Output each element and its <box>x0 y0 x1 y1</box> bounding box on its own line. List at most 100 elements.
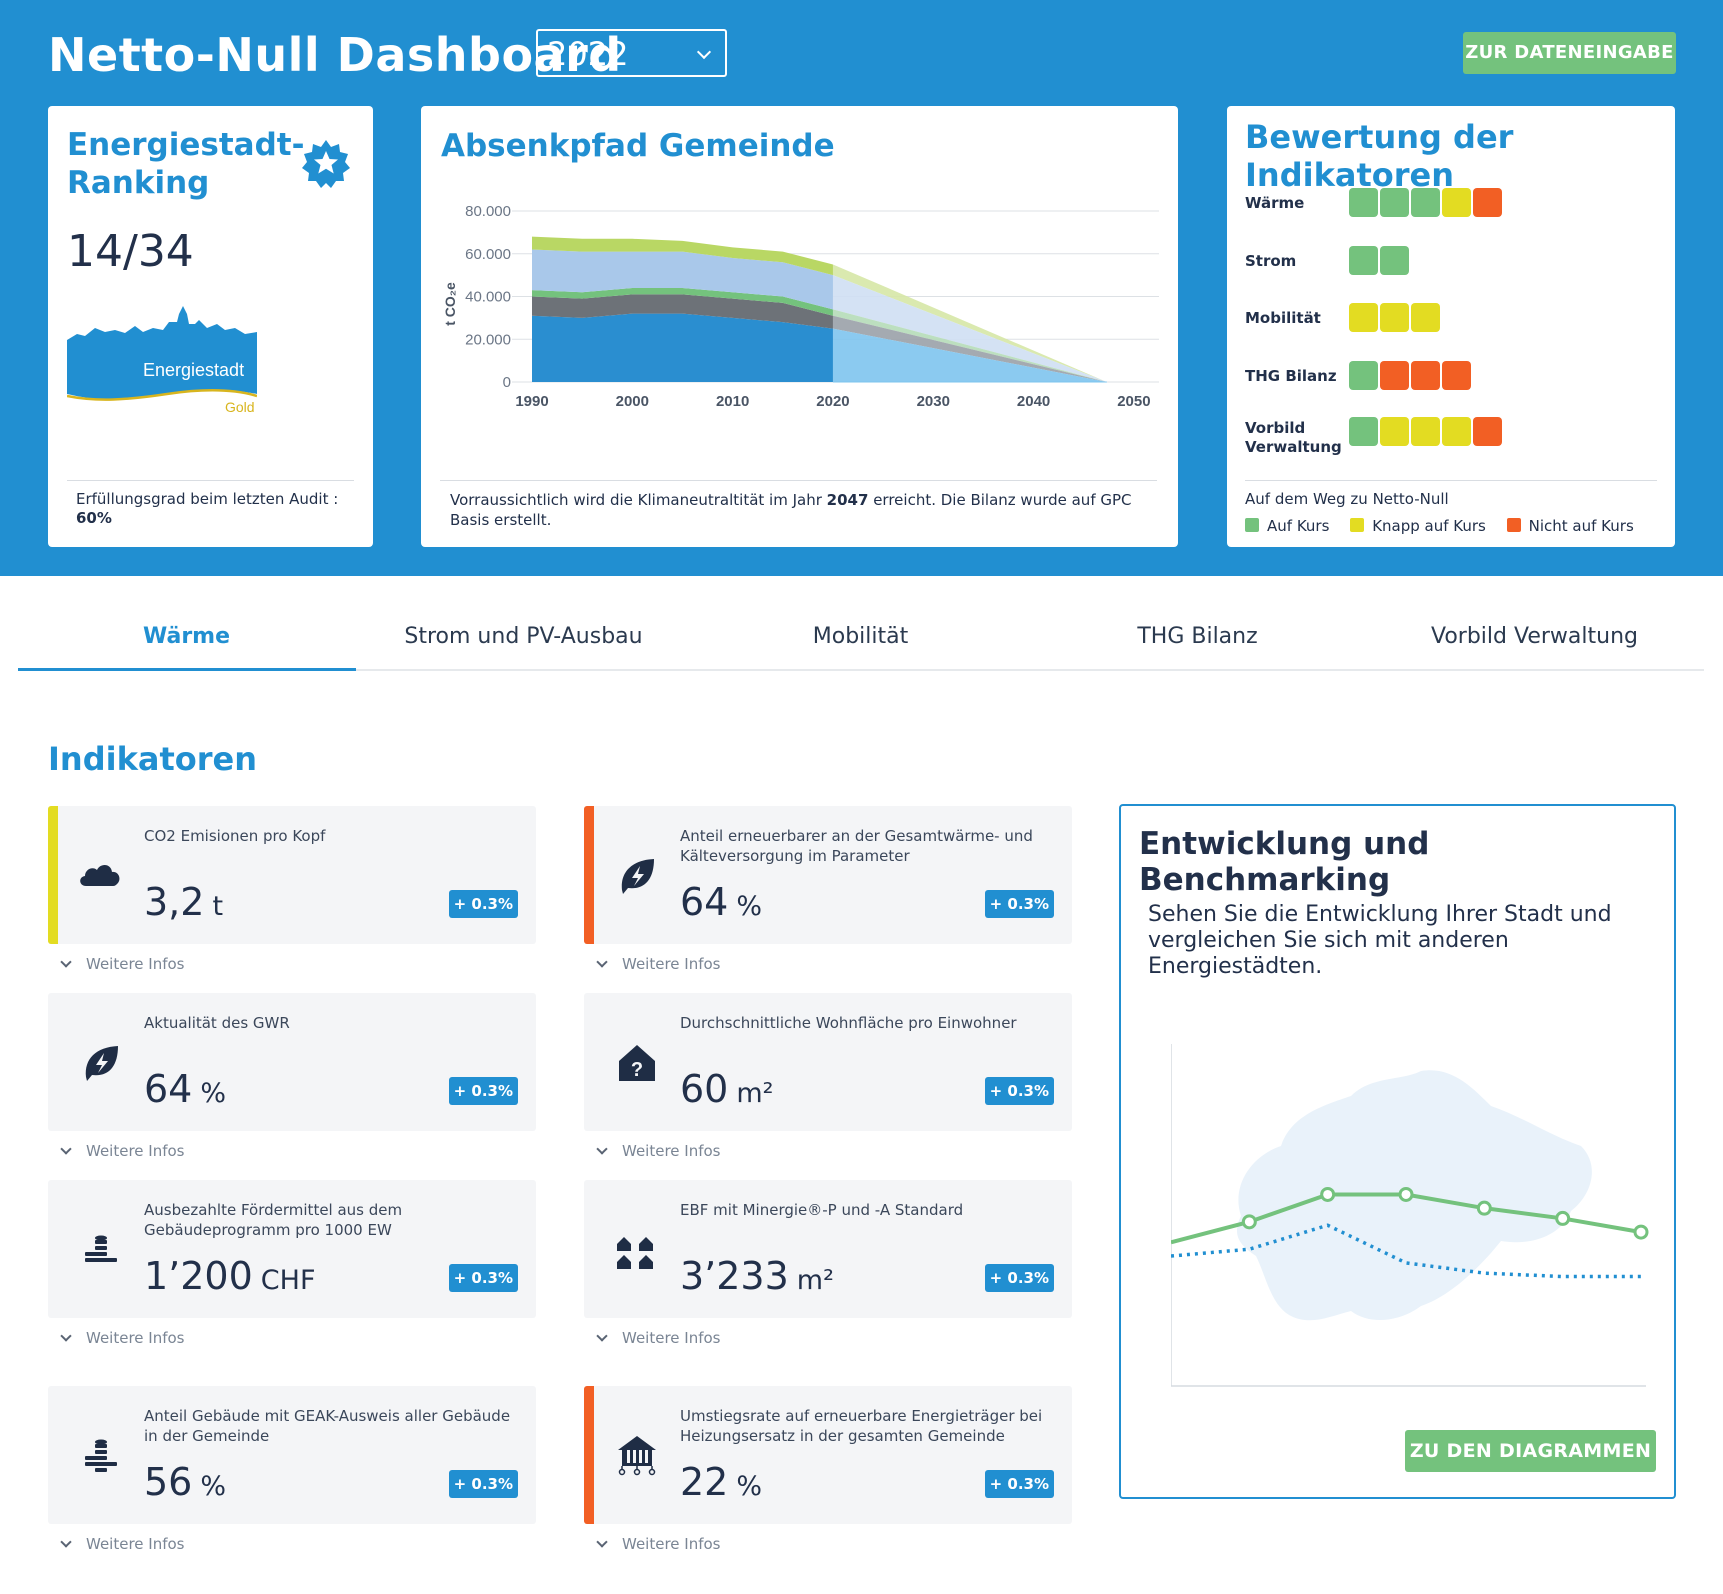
year-select[interactable]: 2022 <box>536 29 727 77</box>
chevron-down-icon <box>596 956 608 968</box>
indicator-value: 64% <box>680 880 762 924</box>
indicator-tile[interactable]: Umstiegsrate auf erneuerbare Energieträg… <box>584 1386 1072 1524</box>
indicator-tile[interactable]: Anteil Gebäude mit GEAK-Ausweis aller Ge… <box>48 1386 536 1524</box>
leaf-bolt-icon <box>621 859 654 894</box>
more-info-label: Weitere Infos <box>86 1535 185 1553</box>
indicator-tile[interactable]: Aktualität des GWR 64% + 0.3% <box>48 993 536 1131</box>
more-info-toggle[interactable]: Weitere Infos <box>48 1142 185 1160</box>
tab-vorbild-verwaltung[interactable]: Vorbild Verwaltung <box>1431 624 1638 649</box>
rating-box-orange <box>1473 188 1502 217</box>
ranking-title: Energiestadt-Ranking <box>67 127 305 201</box>
indicator-tile[interactable]: Ausbezahlte Fördermittel aus dem Gebäude… <box>48 1180 536 1318</box>
indicator-tile[interactable]: ? Durchschnittliche Wohnfläche pro Einwo… <box>584 993 1072 1131</box>
rating-row-vorbild: Vorbild Verwaltung <box>1245 417 1665 457</box>
trend-badge: + 0.3% <box>448 1264 518 1292</box>
rating-card: Bewertung der Indikatoren Wärme Strom Mo… <box>1227 106 1675 547</box>
rating-box-yellow <box>1411 417 1440 446</box>
more-info-toggle[interactable]: Weitere Infos <box>48 1535 185 1553</box>
heating-icon <box>618 1436 656 1476</box>
houses-icon <box>617 1237 653 1269</box>
path-chart-card: Absenkpfad Gemeinde 80.000 60.000 40.000 20… <box>421 106 1178 547</box>
more-info-toggle[interactable]: Weitere Infos <box>48 1329 185 1347</box>
value-unit: m² <box>796 1265 834 1296</box>
chevron-down-icon <box>60 1143 72 1155</box>
rating-boxes <box>1349 188 1504 221</box>
y-tick-label: 60.000 <box>465 246 511 263</box>
indicator-tile[interactable]: CO2 Emisionen pro Kopf 3,2 t + 0.3% <box>48 806 536 944</box>
rating-box-green <box>1380 246 1409 275</box>
status-bar <box>48 806 58 944</box>
hero-section: Netto-Null Dashboard 2022 ZUR DATENEINGA… <box>0 0 1723 576</box>
benchmark-point <box>1476 1200 1492 1216</box>
coins-icon <box>85 1235 117 1262</box>
rating-title: Bewertung der Indikatoren <box>1245 118 1514 194</box>
rating-box-orange <box>1380 361 1409 390</box>
benchmark-point <box>1241 1214 1257 1230</box>
value-number: 1’200 <box>144 1254 253 1298</box>
year-select-value: 2022 <box>547 35 629 73</box>
rating-box-orange <box>1411 361 1440 390</box>
more-info-toggle[interactable]: Weitere Infos <box>48 955 185 973</box>
value-unit: t <box>212 891 224 922</box>
indicators-heading: Indikatoren <box>48 740 257 778</box>
x-tick-label: 1990 <box>515 393 548 410</box>
rating-box-orange <box>1473 417 1502 446</box>
benchmark-title: Entwicklung und Benchmarking <box>1139 826 1430 898</box>
rating-label: Vorbild Verwaltung <box>1245 419 1342 456</box>
divider <box>67 480 354 481</box>
y-tick-label: 0 <box>503 374 511 391</box>
rating-box-green <box>1349 417 1378 446</box>
more-info-toggle[interactable]: Weitere Infos <box>584 1329 721 1347</box>
tab-mobilitaet[interactable]: Mobilität <box>812 624 909 649</box>
benchmark-point <box>1633 1224 1649 1240</box>
energiestadt-logo: Energiestadt Gold <box>67 306 257 415</box>
legend-swatch <box>1350 518 1365 532</box>
more-info-label: Weitere Infos <box>86 1142 185 1160</box>
more-info-label: Weitere Infos <box>622 1142 721 1160</box>
rating-row-waerme: Wärme <box>1245 188 1665 228</box>
house-question-icon: ? <box>619 1045 655 1081</box>
indicator-value: 3,2 t <box>144 880 223 924</box>
area-series-4 <box>532 249 833 310</box>
ranking-card: Energiestadt-Ranking 14/34 Energiestadt … <box>48 106 373 547</box>
legend-swatch <box>1506 518 1521 532</box>
legend-label: Auf Kurs <box>1267 517 1330 535</box>
tab-thg-bilanz[interactable]: THG Bilanz <box>1137 624 1258 649</box>
audit-label: Erfüllungsgrad beim letzten Audit : <box>76 490 339 508</box>
tab-waerme[interactable]: Wärme <box>142 624 231 649</box>
rating-box-green <box>1411 188 1440 217</box>
trend-badge: + 0.3% <box>984 1077 1054 1105</box>
more-info-label: Weitere Infos <box>86 1329 185 1347</box>
legend-title: Auf dem Weg zu Netto-Null <box>1245 490 1449 508</box>
chevron-down-icon <box>596 1143 608 1155</box>
more-info-toggle[interactable]: Weitere Infos <box>584 1142 721 1160</box>
more-info-toggle[interactable]: Weitere Infos <box>584 955 721 973</box>
chevron-down-icon <box>60 1330 72 1342</box>
tab-bar: Wärme Strom und PV-Ausbau Mobilität THG … <box>18 600 1704 671</box>
chevron-down-icon <box>60 956 72 968</box>
rating-label: Wärme <box>1245 194 1305 212</box>
indicator-label: Umstiegsrate auf erneuerbare Energieträg… <box>680 1407 1043 1445</box>
legend-label: Nicht auf Kurs <box>1528 517 1634 535</box>
indicator-value: 1’200 CHF <box>144 1254 315 1298</box>
chart-footer: Vorraussichtlich wird die Klimaneutralti… <box>450 490 1155 530</box>
chart-footer-pre: Vorraussichtlich wird die Klimaneutralti… <box>450 491 822 509</box>
status-bar <box>584 806 594 944</box>
data-entry-button[interactable]: ZUR DATENEINGABE <box>1463 32 1676 74</box>
rating-row-thg: THG Bilanz <box>1245 361 1665 401</box>
indicator-tile[interactable]: Anteil erneuerbarer an der Gesamtwärme- … <box>584 806 1072 944</box>
chevron-down-icon <box>596 1536 608 1548</box>
value-unit: m² <box>736 1078 774 1109</box>
path-chart: 80.000 60.000 40.000 20.000 0 t CO₂e 1990 2000 2… <box>442 203 1159 410</box>
indicator-value: 56% <box>144 1460 226 1504</box>
more-info-toggle[interactable]: Weitere Infos <box>584 1535 721 1553</box>
rating-box-green <box>1349 361 1378 390</box>
value-number: 60 <box>680 1067 729 1111</box>
indicator-tile[interactable]: EBF mit Minergie®-P und -A Standard 3’23… <box>584 1180 1072 1318</box>
area-series-5 <box>532 236 833 276</box>
rating-box-yellow <box>1411 303 1440 332</box>
legend-swatch <box>1245 518 1259 532</box>
tab-strom[interactable]: Strom und PV-Ausbau <box>404 624 643 649</box>
more-info-label: Weitere Infos <box>622 1535 721 1553</box>
to-charts-button[interactable]: ZU DEN DIAGRAMMEN <box>1405 1430 1656 1472</box>
